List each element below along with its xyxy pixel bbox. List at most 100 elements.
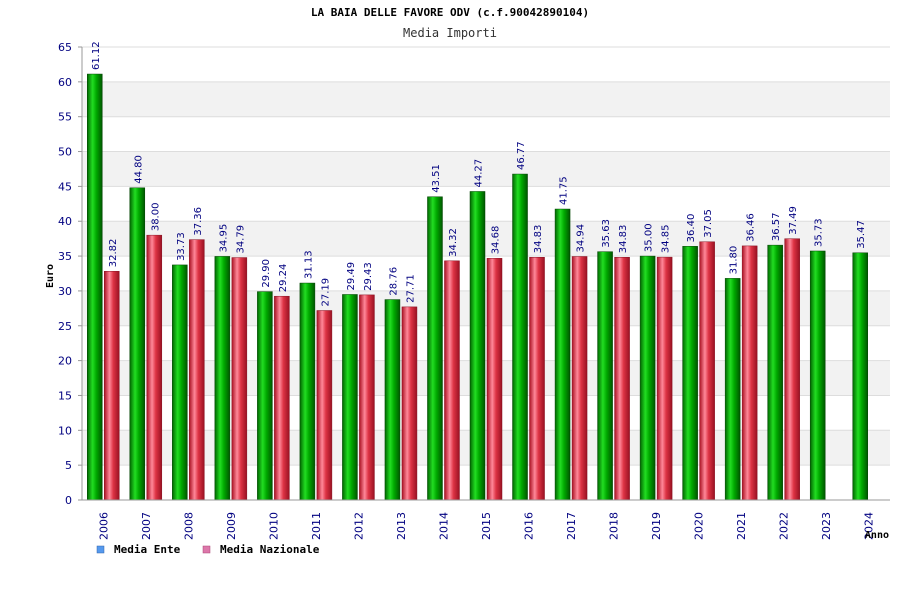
x-tick-label: 2013 bbox=[395, 512, 408, 540]
value-label: 36.40 bbox=[686, 214, 697, 243]
value-label: 41.75 bbox=[559, 176, 570, 205]
x-tick-label: 2008 bbox=[182, 512, 195, 540]
x-tick-label: 2014 bbox=[437, 512, 450, 540]
y-tick-label: 15 bbox=[58, 389, 72, 402]
bar-media-ente-2015 bbox=[469, 191, 486, 501]
bar-media-ente-2010 bbox=[257, 291, 273, 501]
y-tick-label: 10 bbox=[58, 424, 72, 437]
bar-media-ente-2017 bbox=[554, 208, 571, 501]
grid-band bbox=[82, 47, 890, 82]
bar-media-nazionale-2006 bbox=[104, 271, 120, 501]
bar-media-nazionale-2020 bbox=[699, 241, 715, 501]
y-tick-label: 45 bbox=[58, 180, 72, 193]
value-label: 34.85 bbox=[661, 224, 672, 253]
x-tick-label: 2010 bbox=[267, 512, 280, 540]
bar-media-nazionale-2009 bbox=[231, 257, 248, 501]
value-label: 38.00 bbox=[150, 203, 161, 232]
bar-media-nazionale-2017 bbox=[571, 256, 588, 501]
bar-media-nazionale-2010 bbox=[274, 295, 290, 501]
x-tick-label: 2007 bbox=[140, 512, 153, 540]
legend: Media Ente Media Nazionale bbox=[96, 543, 320, 556]
value-label: 35.73 bbox=[814, 218, 825, 247]
value-label: 37.49 bbox=[788, 206, 799, 235]
value-label: 34.95 bbox=[218, 224, 229, 253]
bar-media-ente-2012 bbox=[342, 294, 358, 501]
value-label: 36.46 bbox=[746, 213, 757, 242]
y-axis-ticks: 0 5 10 15 20 25 30 35 40 45 50 55 60 65 bbox=[58, 41, 82, 507]
value-label: 43.51 bbox=[431, 164, 442, 193]
value-labels: 61.12 32.82 44.80 38.00 33.73 37.36 34.95 34.79… bbox=[91, 41, 867, 306]
x-tick-label: 2006 bbox=[97, 512, 110, 540]
bar-media-nazionale-2007 bbox=[146, 234, 163, 501]
y-tick-label: 5 bbox=[65, 459, 72, 472]
y-tick-label: 60 bbox=[58, 76, 72, 89]
bar-media-nazionale-2012 bbox=[359, 294, 375, 501]
value-label: 29.90 bbox=[261, 259, 272, 288]
bars bbox=[87, 73, 868, 501]
value-label: 34.83 bbox=[618, 225, 629, 254]
bar-media-nazionale-2016 bbox=[529, 257, 545, 501]
value-label: 34.68 bbox=[491, 226, 502, 255]
bar-media-nazionale-2008 bbox=[189, 239, 205, 501]
bar-media-ente-2016 bbox=[512, 173, 528, 501]
x-tick-label: 2017 bbox=[565, 512, 578, 540]
grid-band bbox=[82, 116, 890, 152]
bar-media-nazionale-2019 bbox=[656, 256, 673, 501]
value-label: 29.43 bbox=[363, 262, 374, 291]
bar-media-nazionale-2013 bbox=[401, 306, 418, 501]
bar-media-ente-2008 bbox=[172, 264, 188, 501]
x-tick-label: 2018 bbox=[608, 512, 621, 540]
grid-band bbox=[82, 186, 890, 222]
x-axis-label: Anno bbox=[865, 530, 889, 541]
value-label: 34.32 bbox=[448, 228, 459, 257]
x-tick-label: 2016 bbox=[523, 512, 536, 540]
x-tick-label: 2022 bbox=[778, 512, 791, 540]
value-label: 27.19 bbox=[320, 278, 331, 307]
x-tick-label: 2009 bbox=[225, 512, 238, 540]
bar-media-ente-2024 bbox=[852, 252, 868, 501]
bar-media-nazionale-2022 bbox=[784, 238, 800, 501]
x-tick-label: 2021 bbox=[735, 512, 748, 540]
bar-media-ente-2014 bbox=[427, 196, 443, 501]
y-tick-label: 40 bbox=[58, 215, 72, 228]
legend-label-media-ente: Media Ente bbox=[114, 543, 181, 556]
bar-media-ente-2022 bbox=[767, 244, 783, 501]
bar-media-nazionale-2014 bbox=[444, 260, 460, 501]
value-label: 27.71 bbox=[405, 274, 416, 303]
y-tick-label: 0 bbox=[65, 494, 72, 507]
value-label: 33.73 bbox=[176, 232, 187, 261]
bar-media-nazionale-2015 bbox=[486, 258, 503, 501]
legend-swatch-media-ente bbox=[96, 545, 105, 554]
x-tick-label: 2012 bbox=[352, 512, 365, 540]
value-label: 37.05 bbox=[703, 209, 714, 238]
grid-band bbox=[82, 81, 890, 117]
value-label: 29.24 bbox=[278, 264, 289, 293]
legend-label-media-nazionale: Media Nazionale bbox=[220, 543, 320, 556]
bar-media-ente-2009 bbox=[214, 256, 231, 501]
bar-media-ente-2006 bbox=[87, 73, 103, 501]
y-tick-label: 35 bbox=[58, 250, 72, 263]
value-label: 44.27 bbox=[474, 159, 485, 188]
value-label: 44.80 bbox=[133, 155, 144, 184]
bar-media-nazionale-2021 bbox=[741, 245, 758, 501]
bar-media-ente-2020 bbox=[682, 246, 698, 501]
y-axis-label: Euro bbox=[45, 264, 56, 288]
value-label: 32.82 bbox=[108, 239, 119, 268]
x-tick-label: 2011 bbox=[310, 512, 323, 540]
value-label: 31.13 bbox=[303, 250, 314, 279]
bar-media-ente-2007 bbox=[129, 187, 146, 501]
value-label: 35.63 bbox=[601, 219, 612, 248]
value-label: 61.12 bbox=[91, 41, 102, 70]
y-tick-label: 30 bbox=[58, 285, 72, 298]
value-label: 34.79 bbox=[235, 225, 246, 254]
bar-media-ente-2019 bbox=[639, 255, 656, 501]
value-label: 34.94 bbox=[576, 224, 587, 253]
y-tick-label: 25 bbox=[58, 320, 72, 333]
x-tick-label: 2020 bbox=[693, 512, 706, 540]
x-tick-label: 2024 bbox=[863, 512, 876, 540]
y-tick-label: 55 bbox=[58, 111, 72, 124]
value-label: 29.49 bbox=[346, 262, 357, 291]
value-label: 34.83 bbox=[533, 225, 544, 254]
bar-media-nazionale-2018 bbox=[614, 257, 630, 501]
